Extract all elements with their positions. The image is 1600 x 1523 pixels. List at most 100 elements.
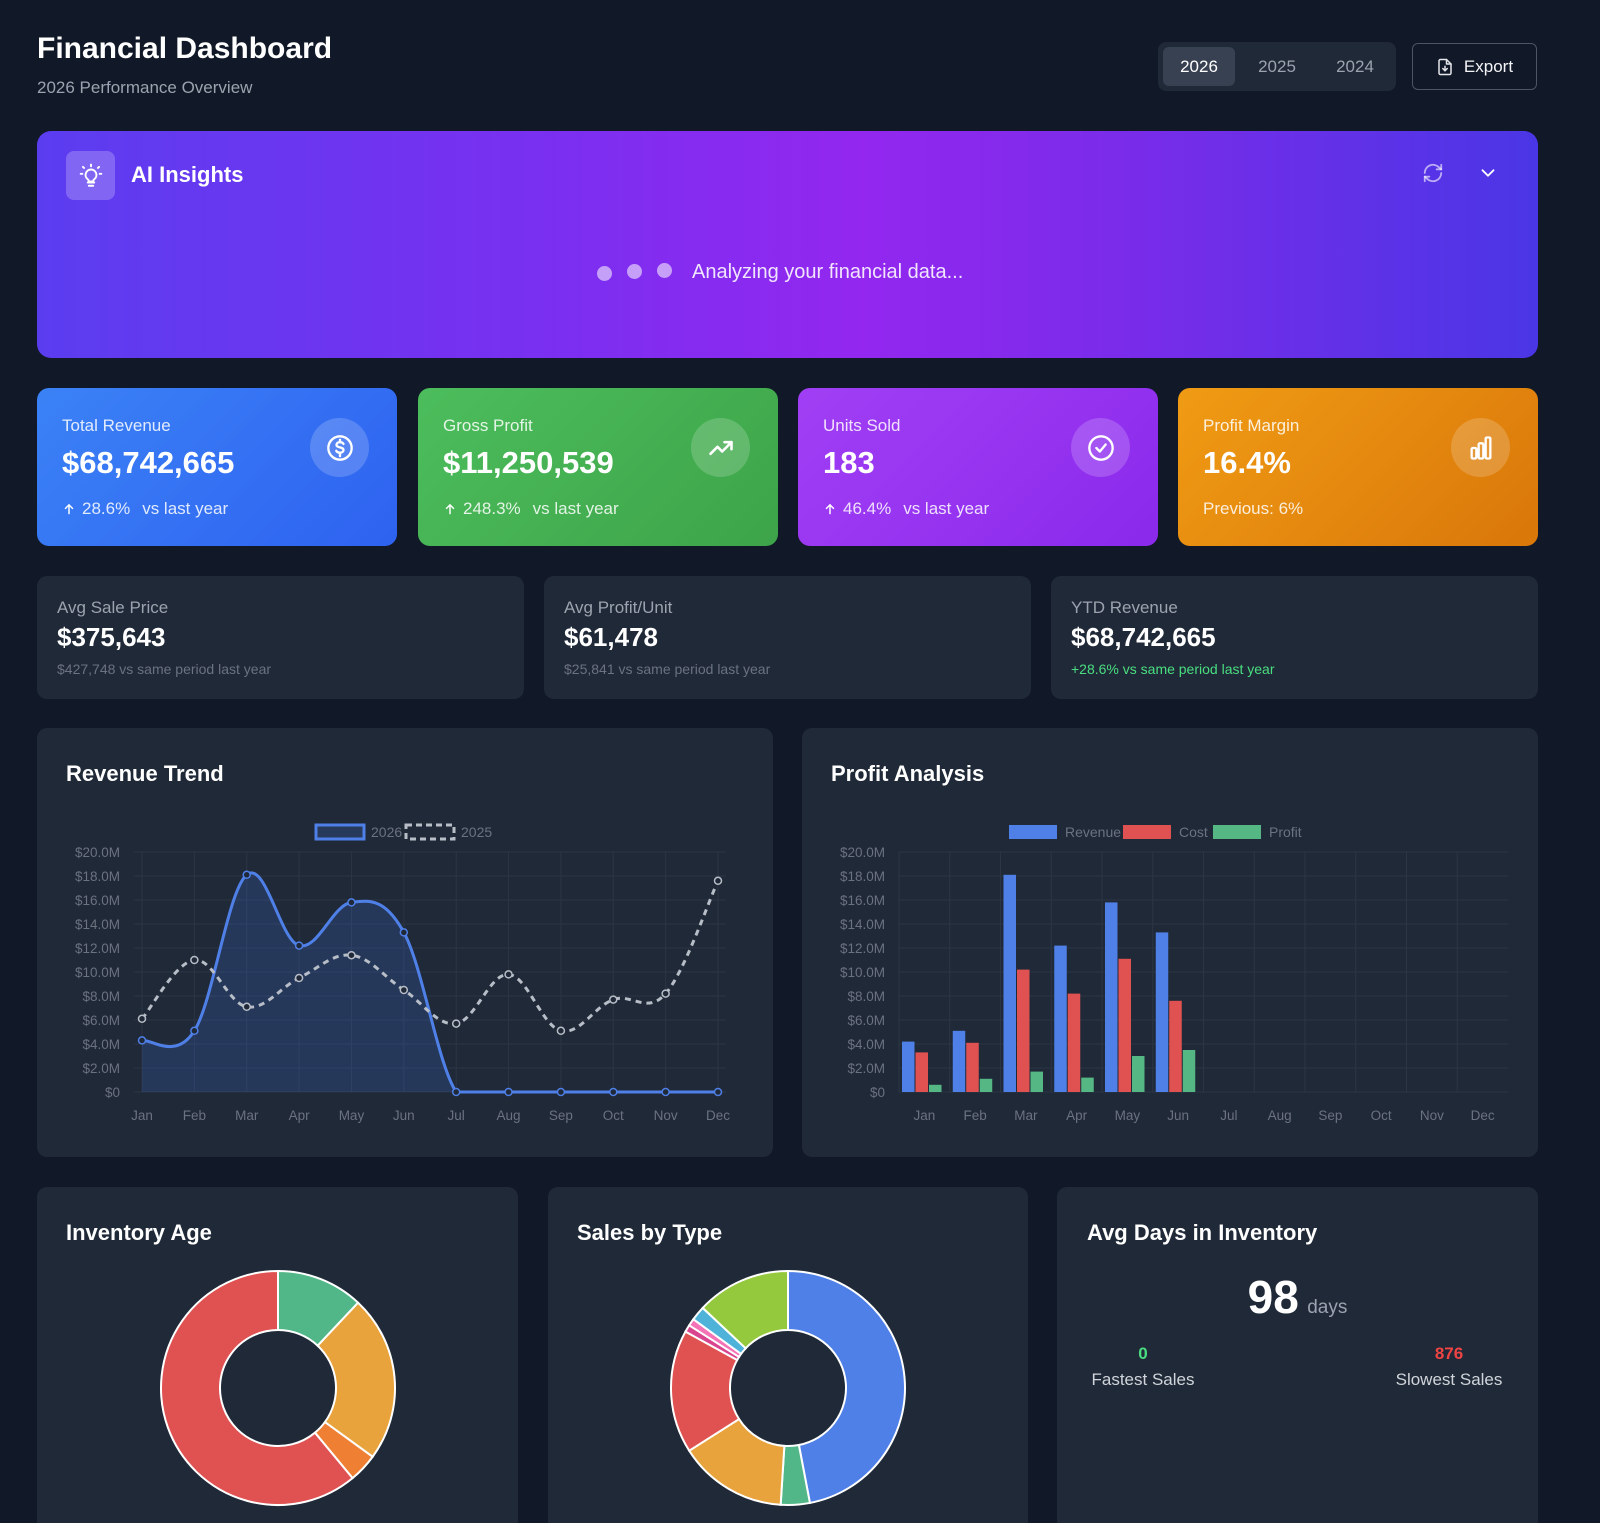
bar-cost xyxy=(1017,969,1030,1092)
x-tick-label: Feb xyxy=(183,1108,206,1123)
data-point-2026 xyxy=(137,1036,147,1045)
slowest-sales-value: 876 xyxy=(1434,1344,1464,1363)
metric-card-avg-profit-unit: Avg Profit/Unit $61,478 $25,841 vs same … xyxy=(544,576,1031,699)
y-tick-label: $16.0M xyxy=(840,893,885,908)
kpi-value: 16.4% xyxy=(1203,445,1291,480)
x-tick-label: Mar xyxy=(1014,1108,1038,1123)
loading-dot xyxy=(627,264,642,279)
data-point-2025 xyxy=(399,985,409,995)
bar-revenue xyxy=(902,1041,915,1092)
x-tick-label: Jun xyxy=(1167,1108,1189,1123)
ai-insights-title: AI Insights xyxy=(131,162,244,187)
x-tick-label: May xyxy=(339,1108,365,1123)
kpi-change: 46.4% vs last year xyxy=(823,499,989,519)
x-tick-label: Dec xyxy=(1471,1108,1495,1123)
data-point-2025 xyxy=(190,955,199,965)
x-tick-label: Oct xyxy=(1371,1108,1392,1123)
metric-card-ytd-revenue: YTD Revenue $68,742,665 +28.6% vs same p… xyxy=(1051,576,1538,699)
data-point-2026 xyxy=(609,1087,618,1097)
bar-revenue xyxy=(1105,902,1118,1092)
metric-value: $68,742,665 xyxy=(1071,622,1216,652)
series-area-2026 xyxy=(142,872,718,1092)
kpi-card-units-sold: Units Sold 183 46.4% vs last year xyxy=(798,388,1158,546)
kpi-change-value: 248.3% xyxy=(463,499,521,518)
slowest-sales-stat: 876 Slowest Sales xyxy=(1387,1344,1511,1390)
data-point-2026 xyxy=(713,1087,723,1097)
y-tick-label: $12.0M xyxy=(840,941,885,956)
metric-label: Avg Sale Price xyxy=(57,598,169,617)
metric-label: YTD Revenue xyxy=(1071,598,1178,617)
kpi-change-suffix: vs last year xyxy=(532,499,619,518)
kpi-change-suffix: vs last year xyxy=(142,499,229,518)
kpi-label: Units Sold xyxy=(823,416,901,435)
pie-slice xyxy=(701,1269,789,1350)
loading-dot xyxy=(597,266,612,281)
avg-days-figure: 98 days xyxy=(1057,1270,1538,1324)
metric-note: $25,841 vs same period last year xyxy=(564,661,771,677)
bar-cost xyxy=(1169,1000,1182,1092)
pie-slice xyxy=(160,1269,354,1506)
y-tick-label: $2.0M xyxy=(82,1061,120,1076)
legend-swatch xyxy=(1213,825,1261,839)
kpi-change-value: 46.4% xyxy=(843,499,892,518)
panel-title: Avg Days in Inventory xyxy=(1087,1220,1318,1245)
data-point-2025 xyxy=(242,1002,251,1012)
y-tick-label: $16.0M xyxy=(75,893,120,908)
x-tick-label: Oct xyxy=(603,1108,624,1123)
legend-swatch xyxy=(1009,825,1057,839)
y-tick-label: $18.0M xyxy=(840,869,885,884)
year-tab-2026[interactable]: 2026 xyxy=(1163,47,1235,86)
y-tick-label: $0 xyxy=(105,1085,120,1100)
legend-label: Profit xyxy=(1269,824,1302,840)
kpi-card-total-revenue: Total Revenue $68,742,665 28.6% vs last … xyxy=(37,388,397,546)
year-tab-2025[interactable]: 2025 xyxy=(1258,57,1296,76)
revenue-trend-panel: Revenue Trend $0 $2.0M $4.0M $6.0M $8.0M $10.… xyxy=(37,728,773,1157)
y-tick-label: $18.0M xyxy=(75,869,120,884)
export-button[interactable]: Export xyxy=(1412,43,1537,90)
file-download-icon xyxy=(1438,58,1452,75)
data-point-2025 xyxy=(294,973,304,983)
kpi-change-value: 28.6% xyxy=(82,499,131,518)
bar-profit xyxy=(1182,1050,1196,1092)
data-point-2025 xyxy=(137,1014,147,1024)
kpi-value: $11,250,539 xyxy=(443,445,614,480)
data-point-2025 xyxy=(713,876,723,886)
panel-title: Inventory Age xyxy=(66,1220,212,1245)
ai-status-text: Analyzing your financial data... xyxy=(692,261,964,283)
y-tick-label: $20.0M xyxy=(75,845,120,860)
profit-analysis-chart: $0 $2.0M $4.0M $6.0M $8.0M $10.0M $12.0M $14.0M… xyxy=(840,824,1508,1123)
refresh-icon[interactable] xyxy=(1422,162,1444,189)
bar-cost xyxy=(1118,958,1131,1092)
x-tick-label: Aug xyxy=(1268,1108,1292,1123)
x-tick-label: Sep xyxy=(1318,1108,1342,1123)
page-subtitle: 2026 Performance Overview xyxy=(37,78,253,97)
bar-profit xyxy=(1030,1071,1043,1092)
profit-analysis-panel: Profit Analysis $0 $2.0M $4.0M $6.0M $8.0M $1… xyxy=(802,728,1538,1157)
x-tick-label: Feb xyxy=(963,1108,986,1123)
chevron-down-icon[interactable] xyxy=(1477,162,1499,189)
year-selector: 2026 2025 2024 xyxy=(1158,42,1396,91)
x-tick-label: Apr xyxy=(1066,1108,1088,1123)
y-tick-label: $14.0M xyxy=(840,917,885,932)
y-tick-label: $2.0M xyxy=(847,1061,885,1076)
arrow-up-icon xyxy=(64,503,74,515)
ai-insights-panel: AI Insights Analyzing your financial dat… xyxy=(37,131,1538,358)
lightbulb-icon xyxy=(66,151,115,200)
bar-cost xyxy=(966,1042,979,1092)
y-tick-label: $10.0M xyxy=(840,965,885,980)
data-point-2026 xyxy=(347,898,356,907)
kpi-value: 183 xyxy=(823,445,875,480)
y-tick-label: $0 xyxy=(870,1085,885,1100)
sales-by-type-chart xyxy=(670,1269,906,1506)
y-tick-label: $4.0M xyxy=(82,1037,120,1052)
slowest-sales-label: Slowest Sales xyxy=(1395,1370,1503,1389)
year-tab-2024[interactable]: 2024 xyxy=(1336,57,1374,76)
trending-up-icon xyxy=(691,418,750,477)
metric-note: $427,748 vs same period last year xyxy=(57,661,272,677)
bar-revenue xyxy=(952,1030,966,1092)
bar-profit xyxy=(979,1078,993,1092)
x-tick-label: Jul xyxy=(448,1108,465,1123)
x-tick-label: May xyxy=(1115,1108,1141,1123)
data-point-2026 xyxy=(661,1087,670,1097)
panel-title: Revenue Trend xyxy=(66,761,224,786)
